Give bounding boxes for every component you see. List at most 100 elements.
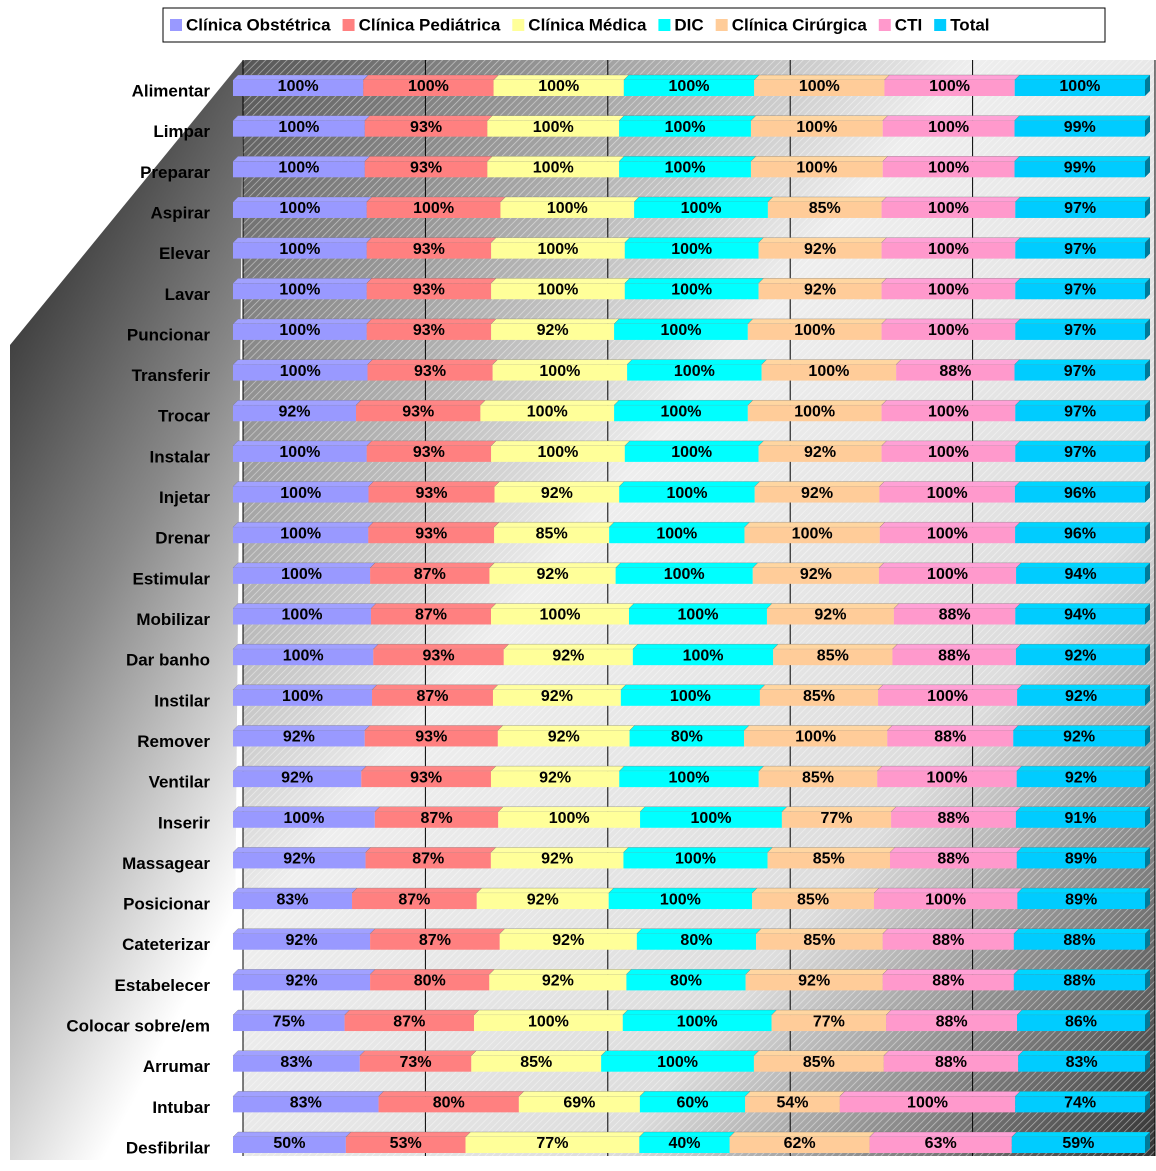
value-label: 92% [539,769,571,786]
value-label: 88% [938,647,970,664]
legend-swatch [715,19,728,31]
category-label: Arrumar [143,1057,210,1076]
value-label: 100% [282,607,323,624]
value-label: 93% [413,281,445,298]
bar-side [1145,115,1150,137]
value-label: 92% [548,729,580,746]
value-label: 100% [280,525,321,542]
bar [1011,1137,1145,1153]
legend-swatch [170,19,182,31]
bar [767,201,882,218]
bar [744,730,888,747]
bar [476,893,609,910]
value-label: 100% [669,769,710,786]
bar [878,689,1018,706]
bar-side [1145,359,1150,381]
value-label: 100% [661,403,702,420]
bar [233,283,367,300]
bar [619,771,759,788]
bar [773,649,893,666]
bar [233,120,365,137]
bar [364,120,488,137]
bar-side [1145,278,1150,300]
bar [881,445,1016,462]
bar [373,649,504,666]
bar [233,811,375,828]
value-label: 100% [681,200,722,217]
side-wall [10,60,243,1160]
value-label: 100% [796,160,837,177]
legend-label: Clínica Médica [528,15,647,34]
bar [1015,608,1145,625]
value-label: 97% [1064,281,1096,298]
bar [233,1096,379,1113]
bar [624,445,759,462]
category-label: Estimular [133,569,211,588]
value-label: 100% [671,281,712,298]
value-label: 91% [1064,810,1096,827]
bar [1015,527,1145,544]
bar [370,974,490,991]
category-label: Massagear [122,854,210,873]
bar [233,933,371,950]
value-label: 100% [927,566,968,583]
bar [497,730,630,747]
bar [881,242,1016,259]
legend-label: Clínica Cirúrgica [732,15,868,34]
value-label: 88% [937,851,969,868]
bar-side [1145,847,1150,869]
bar [233,1137,346,1153]
value-label: 100% [279,322,320,339]
value-label: 100% [537,241,578,258]
bar [628,608,767,625]
value-label: 88% [935,1054,967,1071]
value-label: 100% [540,607,581,624]
bar [233,852,366,869]
value-label: 92% [800,566,832,583]
bar-side [1145,969,1150,991]
value-label: 100% [928,160,969,177]
bar [626,974,746,991]
bar [891,811,1016,828]
value-label: 93% [413,322,445,339]
bar [491,242,625,259]
value-label: 100% [665,119,706,136]
value-label: 92% [537,566,569,583]
bar [492,364,628,381]
value-label: 100% [657,1054,698,1071]
value-label: 92% [281,769,313,786]
bar [892,649,1016,666]
bar [622,1015,772,1032]
value-label: 100% [667,485,708,502]
bar [887,730,1014,747]
bar [620,689,760,706]
value-label: 80% [680,932,712,949]
value-label: 100% [928,403,969,420]
bar [1013,730,1145,747]
bar [518,1096,640,1113]
value-label: 100% [927,769,968,786]
bar [491,283,625,300]
bar [359,1055,472,1072]
bar [494,527,610,544]
value-label: 53% [390,1135,422,1152]
value-label: 85% [803,688,835,705]
bar [345,1137,466,1153]
bar [881,405,1016,422]
bar [1016,771,1145,788]
value-label: 100% [794,403,835,420]
value-label: 97% [1064,200,1096,217]
legend-label: Total [950,15,989,34]
value-label: 88% [1063,932,1095,949]
legend-swatch [342,19,355,31]
bar [233,893,353,910]
bar [370,567,490,584]
value-label: 92% [1065,769,1097,786]
bar [747,323,882,340]
bar [754,80,885,96]
bar [627,364,762,381]
bar [758,283,882,300]
bar [1014,486,1145,503]
bar [493,80,624,96]
value-label: 77% [820,810,852,827]
